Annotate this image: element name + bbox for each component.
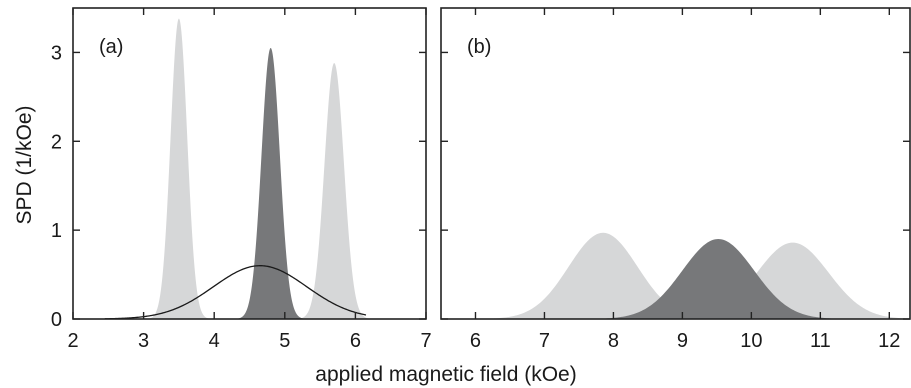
plot-area bbox=[104, 18, 379, 319]
x-tick-label: 12 bbox=[878, 330, 900, 352]
series-4-line bbox=[104, 265, 367, 319]
plot-area bbox=[447, 232, 910, 319]
x-tick-label: 8 bbox=[608, 330, 619, 352]
y-tick-label: 2 bbox=[51, 131, 62, 153]
series-1-fill-light bbox=[447, 232, 759, 319]
series-2-fill-light bbox=[290, 63, 379, 319]
series-1-fill-light bbox=[141, 18, 217, 319]
series-3-fill-dark bbox=[556, 239, 880, 319]
x-tick-label: 3 bbox=[138, 330, 149, 352]
x-tick-label: 11 bbox=[810, 330, 831, 352]
plot-frame bbox=[72, 7, 427, 320]
x-axis-title: applied magnetic field (kOe) bbox=[315, 363, 576, 386]
plot-frame bbox=[440, 7, 911, 320]
x-tick-label: 7 bbox=[420, 330, 431, 352]
series-2-fill-light bbox=[631, 242, 910, 319]
x-tick-label: 10 bbox=[740, 330, 762, 352]
series-3-fill-dark bbox=[229, 47, 312, 319]
panel-a: 2 3 4 5 6 7 0 1 2 3 (a) bbox=[51, 7, 432, 352]
x-tick-label: 7 bbox=[539, 330, 550, 352]
y-axis-title: SPD (1/kOe) bbox=[13, 105, 36, 224]
x-tick-label: 6 bbox=[350, 330, 361, 352]
x-tick-label: 6 bbox=[470, 330, 481, 352]
y-tick-label: 0 bbox=[51, 309, 62, 331]
y-tick-label: 1 bbox=[51, 220, 62, 242]
panel-label: (b) bbox=[467, 36, 491, 58]
x-tick-label: 9 bbox=[677, 330, 688, 352]
x-tick-label: 4 bbox=[209, 330, 220, 352]
x-tick-label: 2 bbox=[67, 330, 78, 352]
x-tick-label: 5 bbox=[279, 330, 290, 352]
y-tick-label: 3 bbox=[51, 42, 62, 64]
panel-label: (a) bbox=[99, 36, 123, 58]
panel-b: 6 7 8 9 10 11 12 (b) bbox=[440, 7, 911, 352]
